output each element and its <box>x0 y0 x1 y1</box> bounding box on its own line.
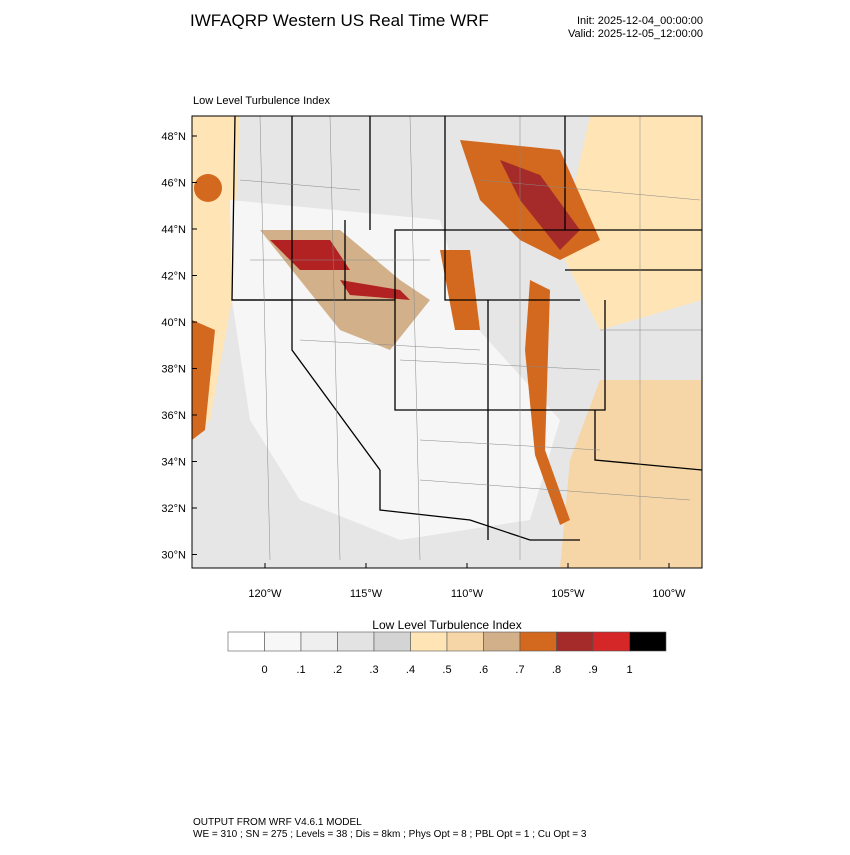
colorbar-label: .7 <box>515 664 524 676</box>
lat-label: 32°N <box>161 503 186 515</box>
colorbar-label: .8 <box>552 664 561 676</box>
colorbar-box <box>300 631 338 652</box>
colorbar-label: .1 <box>296 664 305 676</box>
colorbar-label: .2 <box>333 664 342 676</box>
map-label: Low Level Turbulence Index <box>193 95 330 107</box>
lat-label: 34°N <box>161 457 186 469</box>
colorbar-box <box>227 631 265 652</box>
init-time: Init: 2025-12-04_00:00:00 <box>577 15 703 27</box>
footer-line: WE = 310 ; SN = 275 ; Levels = 38 ; Dis … <box>193 829 587 840</box>
lat-label: 48°N <box>161 131 186 143</box>
title: IWFAQRP Western US Real Time WRF <box>190 11 489 30</box>
lon-label: 120°W <box>248 588 282 600</box>
lon-label: 110°W <box>451 588 484 600</box>
lat-label: 36°N <box>161 410 186 422</box>
colorbar-box <box>519 631 557 652</box>
valid-time: Valid: 2025-12-05_12:00:00 <box>568 28 703 40</box>
colorbar-box <box>556 631 594 652</box>
map: 48°N 46°N 44°N 42°N 40°N 38°N 36°N 34°N 32°N 30°N… <box>161 115 703 600</box>
colorbar-label: .5 <box>442 664 451 676</box>
lat-label: 44°N <box>161 224 186 236</box>
colorbar-box <box>483 631 521 652</box>
colorbar-box <box>264 631 302 652</box>
colorbar-box <box>592 631 630 652</box>
lon-label: 115°W <box>350 588 383 600</box>
lon-label: 100°W <box>652 588 686 600</box>
colorbar-label: 1 <box>626 664 632 676</box>
colorbar: 0 .1 .2 .3 .4 .5 .6 .7 .8 .9 1 <box>227 631 667 676</box>
colorbar-title: Low Level Turbulence Index <box>372 618 521 632</box>
colorbar-label: .6 <box>479 664 488 676</box>
lat-label: 30°N <box>161 550 186 562</box>
colorbar-label: .4 <box>406 664 415 676</box>
colorbar-box <box>446 631 484 652</box>
lon-label: 105°W <box>551 588 585 600</box>
lat-label: 46°N <box>161 178 186 190</box>
lat-label: 42°N <box>161 271 186 283</box>
colorbar-label: .3 <box>369 664 378 676</box>
colorbar-box <box>373 631 411 652</box>
colorbar-label: 0 <box>261 664 267 676</box>
lat-label: 38°N <box>161 364 186 376</box>
colorbar-box <box>337 631 375 652</box>
colorbar-label: .9 <box>588 664 597 676</box>
footer-line: OUTPUT FROM WRF V4.6.1 MODEL <box>193 817 362 828</box>
lat-label: 40°N <box>161 317 186 329</box>
colorbar-box <box>410 631 448 652</box>
colorbar-box <box>629 631 667 652</box>
